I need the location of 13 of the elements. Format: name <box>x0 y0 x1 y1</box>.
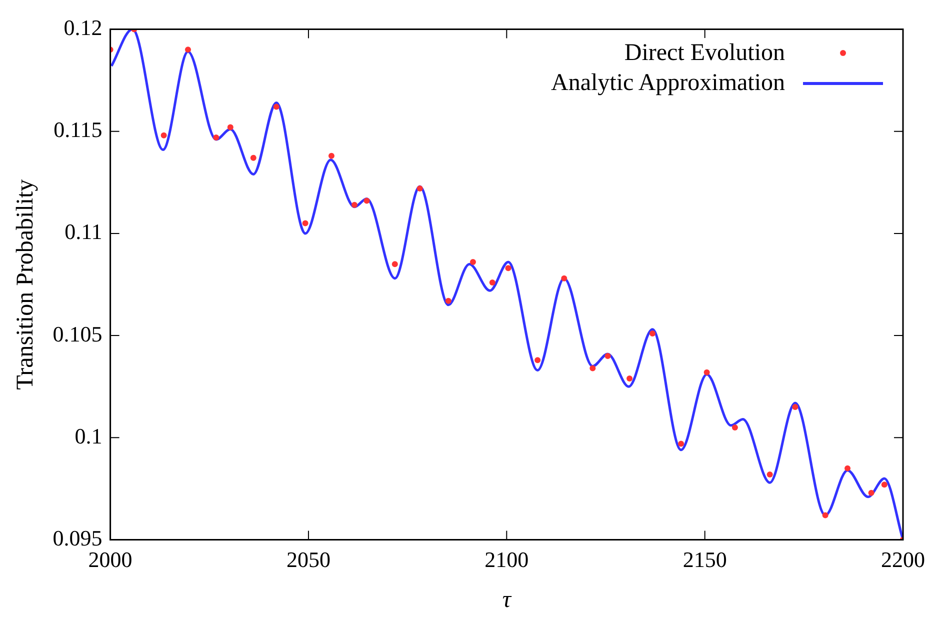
x-tick-label: 2150 <box>682 546 727 572</box>
y-axis-title: Transition Probability <box>12 179 39 390</box>
y-tick-label: 0.12 <box>64 14 102 40</box>
y-tick-label: 0.115 <box>54 117 102 142</box>
y-tick-label: 0.1 <box>74 423 102 448</box>
legend-label: Analytic Approximation <box>551 69 785 98</box>
legend-label: Direct Evolution <box>624 39 785 68</box>
x-tick-label: 2050 <box>286 546 330 572</box>
x-tick-label: 2200 <box>881 546 925 572</box>
x-tick-label: 2100 <box>484 546 529 572</box>
y-tick-label: 0.105 <box>52 321 102 346</box>
y-tick-label: 0.11 <box>64 219 102 244</box>
x-axis-title: τ <box>502 586 512 613</box>
